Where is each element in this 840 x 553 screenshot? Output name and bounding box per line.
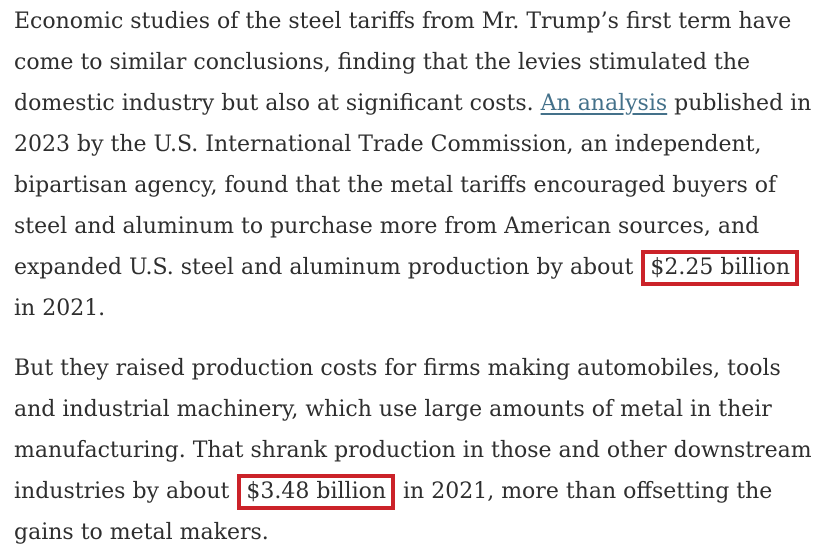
highlight-box-2-25-billion: $2.25 billion bbox=[641, 250, 800, 286]
text-segment: Economic studies of the steel tariffs fr… bbox=[14, 9, 792, 116]
text-segment: published in 2023 by the U.S. Internatio… bbox=[14, 91, 812, 280]
text-segment: in 2021, more than offsetting the gains … bbox=[14, 479, 773, 545]
an-analysis-link[interactable]: An analysis bbox=[540, 91, 668, 116]
paragraph: Economic studies of the steel tariffs fr… bbox=[14, 1, 824, 329]
text-segment: in 2021. bbox=[14, 296, 106, 321]
text-segment: But they raised production costs for fir… bbox=[14, 356, 812, 504]
paragraph: But they raised production costs for fir… bbox=[14, 348, 824, 553]
highlight-box-3-48-billion: $3.48 billion bbox=[237, 474, 396, 510]
